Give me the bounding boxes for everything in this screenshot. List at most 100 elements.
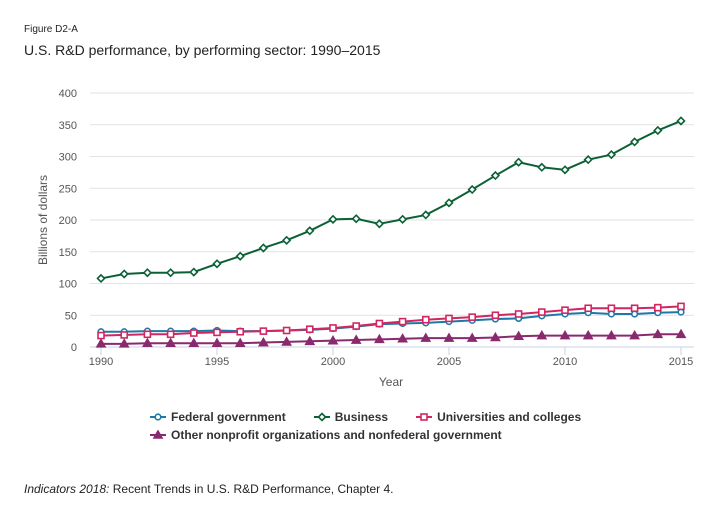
x-axis: 1990 1995 2000 2005 2010 2015 (89, 347, 693, 368)
legend-marker (420, 413, 428, 421)
data-point (560, 165, 570, 175)
data-point (352, 322, 361, 330)
legend-row: Other nonprofit organizations and nonfed… (150, 426, 609, 444)
data-point (443, 332, 455, 342)
data-point (420, 332, 432, 342)
x-tick-label: 2015 (669, 356, 693, 368)
data-point (468, 313, 477, 321)
legend-label: Universities and colleges (437, 410, 582, 424)
data-point (118, 338, 130, 348)
data-point (467, 184, 477, 195)
data-point (142, 268, 153, 278)
data-point (236, 327, 244, 336)
data-point (397, 214, 408, 224)
y-tick-label: 300 (59, 152, 77, 164)
data-point (398, 317, 407, 326)
legend-label: Business (334, 410, 389, 424)
x-tick-label: 2010 (553, 356, 577, 368)
data-point (676, 116, 686, 126)
series-triangle (95, 328, 687, 348)
gridlines (90, 92, 694, 348)
data-point (165, 268, 176, 278)
figure-label: Figure D2-A (24, 24, 78, 35)
legend-item: Other nonprofit organizations and nonfed… (150, 428, 502, 442)
data-point (561, 306, 569, 314)
data-point (120, 331, 128, 339)
data-point (466, 332, 478, 342)
data-point (95, 338, 107, 348)
data-point (350, 334, 362, 344)
y-tick-label: 350 (59, 120, 77, 132)
source-italic: Indicators 2018: (24, 482, 110, 496)
data-point (258, 243, 269, 253)
legend-marker (152, 430, 164, 439)
source-note: Indicators 2018: Recent Trends in U.S. R… (24, 482, 394, 496)
data-point (514, 310, 523, 318)
data-point (490, 331, 501, 342)
data-point (329, 324, 337, 332)
data-point (305, 226, 315, 236)
x-axis-title: Year (379, 375, 403, 389)
series-line (101, 333, 681, 345)
data-point (190, 329, 198, 337)
data-point (513, 157, 524, 167)
y-tick-label: 150 (59, 247, 77, 259)
x-tick-label: 1995 (205, 356, 229, 368)
legend-triangle-icon (150, 430, 166, 439)
data-point (421, 210, 431, 220)
data-point (374, 219, 385, 229)
legend-marker (317, 412, 327, 422)
data-point (606, 329, 617, 340)
legend-marker (154, 413, 162, 421)
data-point (490, 170, 501, 181)
data-point (213, 328, 221, 337)
series-line (100, 120, 682, 280)
series-square (97, 302, 685, 340)
series-line (101, 311, 682, 333)
series-diamond (96, 116, 686, 284)
data-point (143, 330, 152, 339)
line-chart: 0 50 100 150 200 250 300 350 400 1990 1995 2000 200… (36, 88, 694, 389)
data-point (421, 315, 430, 324)
data-point (282, 326, 291, 335)
data-point (582, 329, 594, 340)
data-point (606, 149, 617, 160)
data-point (444, 198, 454, 208)
legend: Federal government Business Universities a… (150, 408, 609, 444)
legend-label: Federal government (171, 410, 286, 424)
legend-diamond-icon (313, 412, 330, 422)
data-point (328, 214, 338, 224)
data-point (374, 333, 385, 344)
data-point (235, 251, 245, 261)
y-tick-label: 200 (59, 215, 77, 227)
y-tick-label: 50 (65, 310, 77, 322)
data-point (259, 327, 268, 335)
data-point (119, 269, 129, 279)
data-point (375, 319, 384, 328)
y-tick-label: 400 (59, 88, 77, 100)
source-text: Recent Trends in U.S. R&D Performance, C… (109, 482, 394, 496)
legend-item: Business (313, 410, 389, 424)
data-point (583, 155, 593, 165)
data-point (189, 267, 199, 277)
data-point (675, 328, 687, 339)
data-point (305, 325, 314, 334)
y-axis-title: Billions of dollars (36, 175, 50, 265)
data-point (537, 162, 547, 172)
legend-item: Universities and colleges (416, 410, 581, 424)
data-point (652, 328, 664, 339)
data-point (211, 337, 223, 347)
y-axis: 0 50 100 150 200 250 300 350 400 (59, 88, 77, 354)
data-point (96, 273, 106, 284)
data-point (536, 329, 548, 340)
legend-circle-icon (150, 413, 166, 421)
data-point (445, 314, 453, 323)
data-point (212, 259, 222, 269)
data-point (258, 336, 269, 347)
data-point (142, 337, 153, 347)
data-point (653, 303, 662, 312)
data-point (351, 214, 361, 224)
y-tick-label: 100 (59, 279, 77, 291)
x-tick-label: 2000 (321, 356, 345, 368)
data-point (537, 308, 546, 316)
